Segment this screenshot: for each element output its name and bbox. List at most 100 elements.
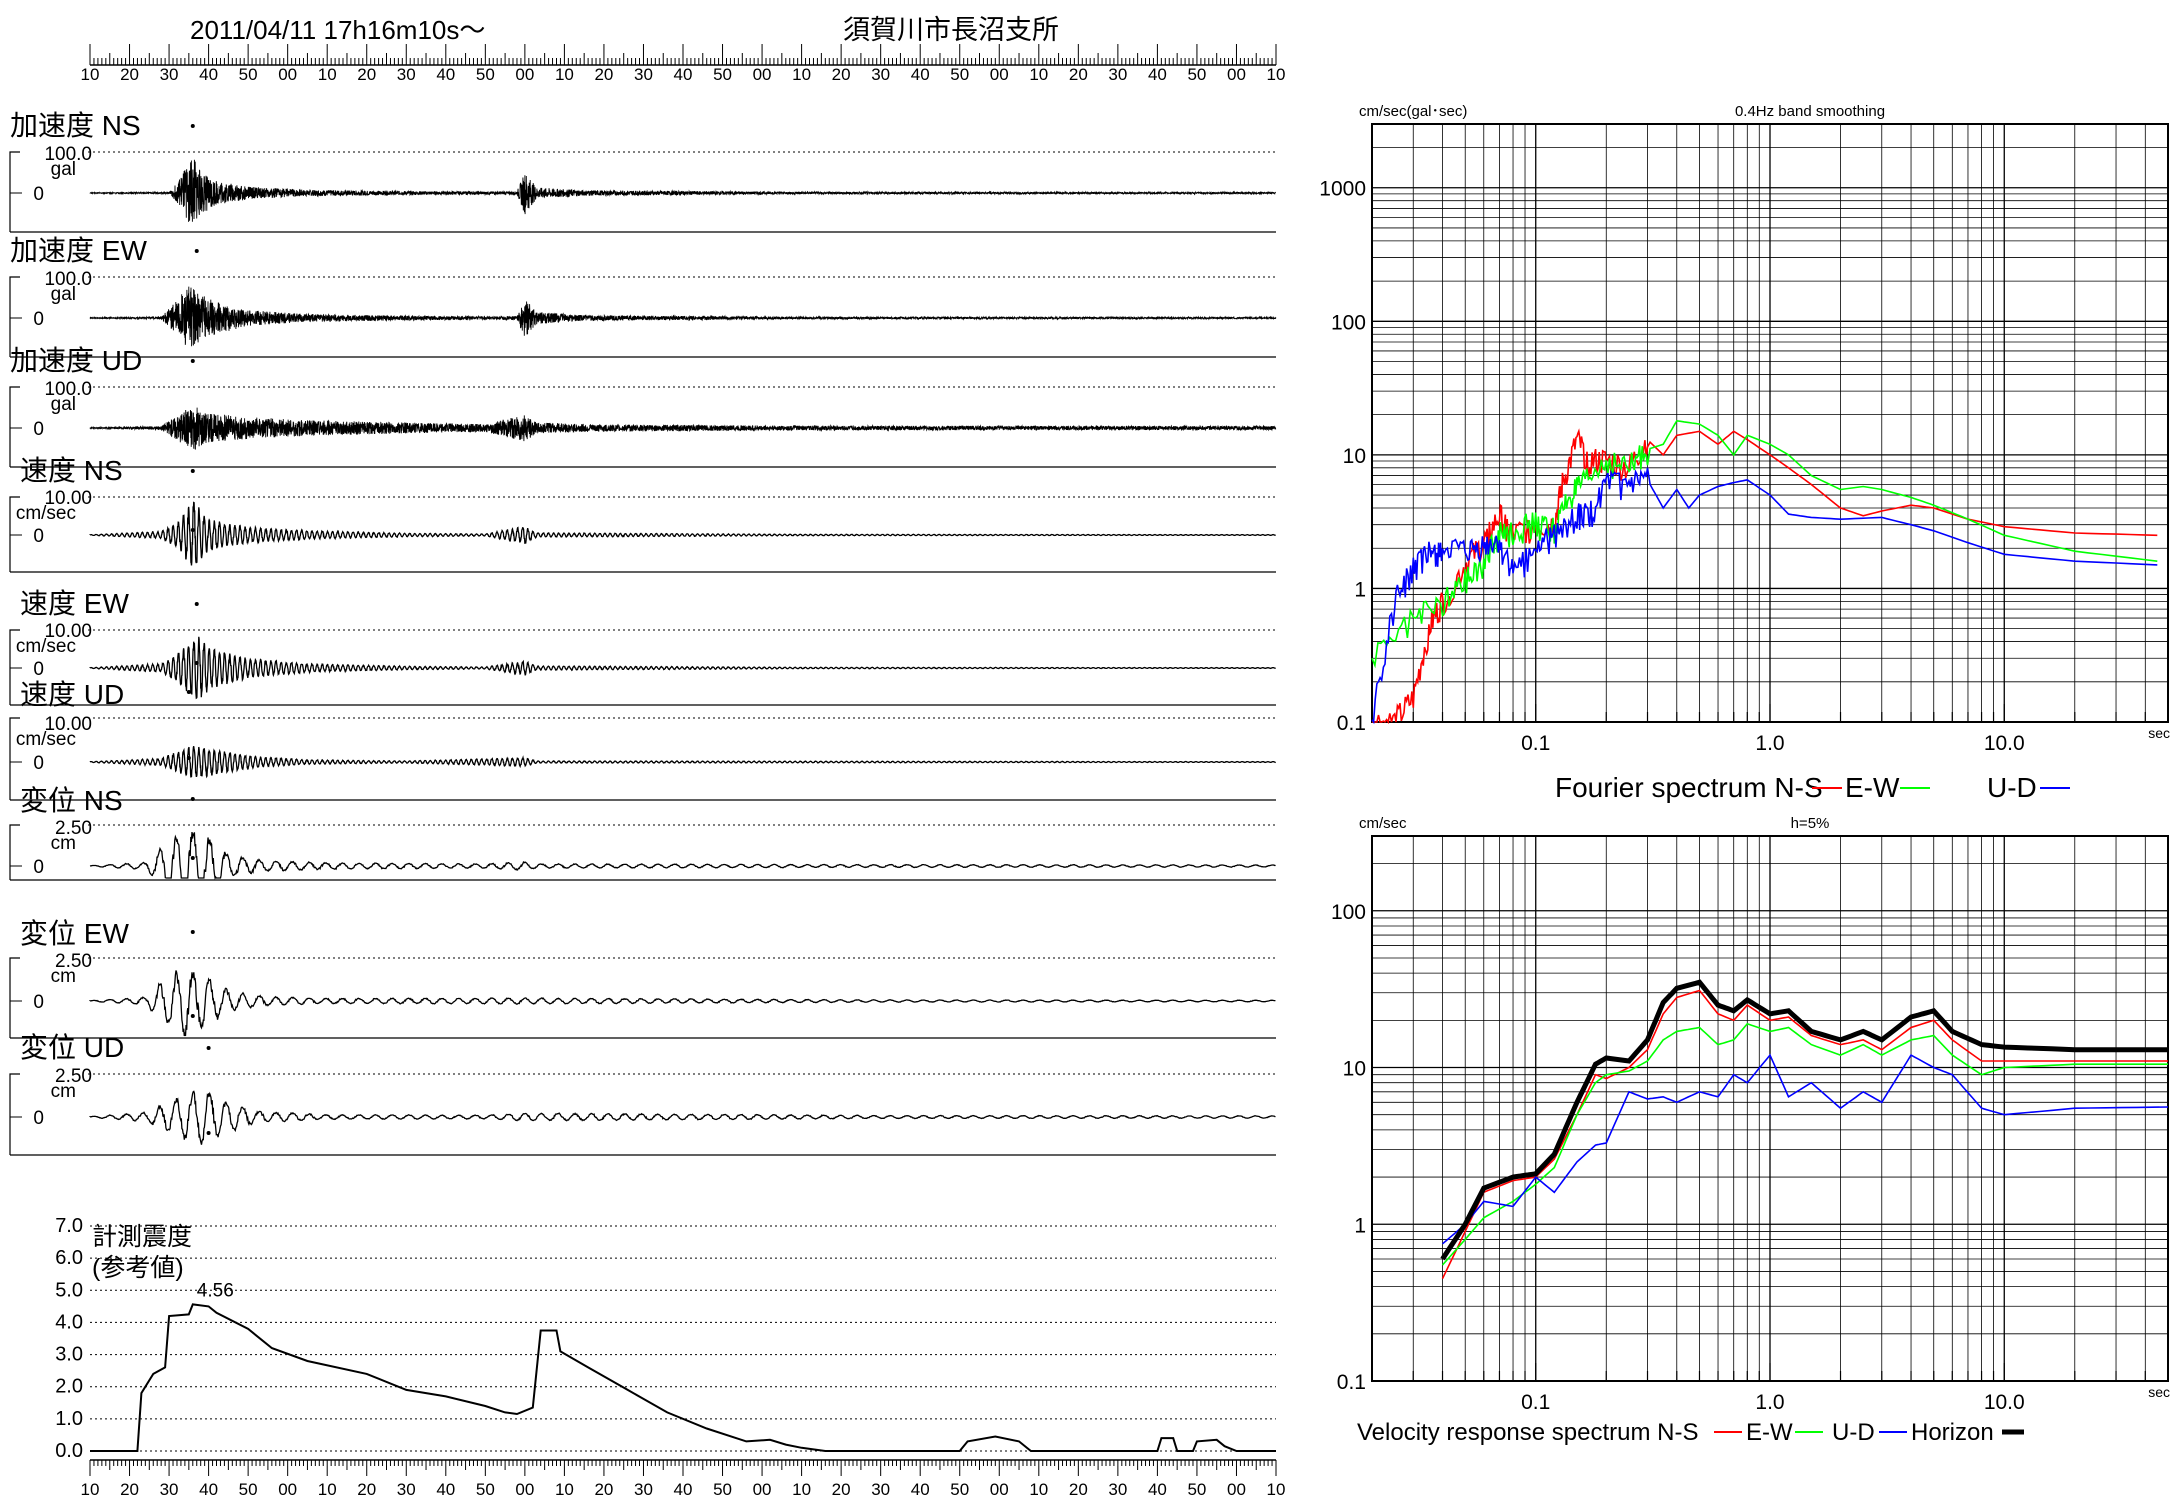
bottom-axis-tick-label: 00: [990, 1480, 1009, 1499]
top-axis-tick-label: 00: [1227, 65, 1246, 84]
trace-peak-marker: [190, 359, 195, 363]
trace-peak-marker: [190, 188, 195, 192]
trace-zero-label: 0: [33, 992, 44, 1013]
top-axis-tick-label: 30: [160, 65, 179, 84]
bottom-axis-tick-label: 40: [911, 1480, 930, 1499]
fourier-legend-ew: E-W: [1845, 772, 1900, 803]
spectrum-xtick-label: 10.0: [1984, 1391, 2025, 1414]
bottom-axis-tick-label: 10: [1029, 1480, 1048, 1499]
trace-waveform: [89, 831, 1276, 880]
intensity-tick-label: 5.0: [55, 1279, 83, 1301]
series-line-e-w: [1371, 419, 2158, 669]
trace-peak-marker: [206, 1046, 211, 1050]
trace-zero-label: 0: [33, 309, 44, 330]
top-axis-tick-label: 00: [753, 65, 772, 84]
trace-waveform: [89, 407, 1277, 450]
top-axis-tick-label: 30: [1108, 65, 1127, 84]
intensity-tick-label: 1.0: [55, 1408, 83, 1430]
spectrum-xtick-label: 0.1: [1521, 1391, 1550, 1414]
response-legend-ud: U-D: [1832, 1419, 1875, 1446]
spectrum-x-unit: sec: [2148, 1384, 2170, 1400]
top-axis-tick-label: 10: [1267, 65, 1286, 84]
bottom-axis-tick-label: 10: [318, 1480, 337, 1499]
top-axis-tick-label: 40: [911, 65, 930, 84]
trace-bracket: [9, 386, 20, 467]
trace-bracket: [9, 151, 20, 232]
top-axis-tick-label: 40: [1148, 65, 1167, 84]
bottom-axis-tick-label: 00: [1227, 1480, 1246, 1499]
trace-unit-label: cm/sec: [16, 636, 76, 657]
top-axis-tick-label: 30: [871, 65, 890, 84]
top-axis-tick-label: 20: [832, 65, 851, 84]
intensity-tick-label: 7.0: [55, 1215, 83, 1237]
trace-zero-label: 0: [33, 1108, 44, 1129]
trace-title: 速度 UD: [20, 679, 124, 710]
spectrum-ytick-label: 1000: [1319, 178, 1366, 201]
bottom-axis-tick-label: 50: [713, 1480, 732, 1499]
top-axis-tick-label: 20: [357, 65, 376, 84]
trace-scale-label: 2.50: [55, 818, 92, 839]
series-line-e-w: [1441, 1022, 2168, 1266]
trace-waveform: [89, 746, 1276, 779]
trace-scale-label: 100.0: [44, 379, 92, 400]
bottom-axis-tick-label: 20: [832, 1480, 851, 1499]
trace-bracket: [9, 717, 20, 800]
fourier-legend: Fourier spectrum N-S E-W U-D: [1555, 772, 2070, 803]
bottom-axis-tick-label: 10: [1267, 1480, 1286, 1499]
intensity-title: 計測震度: [92, 1223, 192, 1251]
intensity-tick-label: 6.0: [55, 1247, 83, 1269]
response-legend: Velocity response spectrum N-S E-W U-D Hori…: [1357, 1419, 2024, 1446]
bottom-axis-tick-label: 40: [199, 1480, 218, 1499]
intensity-tick-label: 3.0: [55, 1344, 83, 1366]
response-legend-ew: E-W: [1746, 1419, 1793, 1446]
bottom-axis-tick-label: 50: [239, 1480, 258, 1499]
trace-title: 加速度 EW: [10, 235, 147, 266]
top-axis-tick-label: 20: [120, 65, 139, 84]
bottom-axis-tick-label: 30: [634, 1480, 653, 1499]
bottom-axis-tick-label: 00: [515, 1480, 534, 1499]
spectrum-unit-label: cm/sec: [1359, 815, 1407, 832]
series-line-u-d: [1371, 467, 2158, 725]
trace-scale-label: 100.0: [44, 269, 92, 290]
spectrum-frame: [1371, 123, 2169, 723]
trace-scale-label: 2.50: [55, 1066, 92, 1087]
bottom-axis-tick-label: 30: [1108, 1480, 1127, 1499]
trace-peak-marker: [194, 602, 199, 606]
bottom-axis-tick-label: 20: [1069, 1480, 1088, 1499]
spectrum-unit-label: cm/sec(gal･sec): [1359, 103, 1467, 120]
trace-title: 変位 UD: [20, 1032, 124, 1063]
bottom-axis-tick-label: 30: [160, 1480, 179, 1499]
intensity-subtitle: (参考値): [92, 1254, 184, 1282]
trace-scale-label: 10.00: [44, 488, 92, 509]
trace-waveform: [89, 970, 1276, 1037]
intensity-peak-label: 4.56: [197, 1280, 234, 1301]
top-axis-tick-label: 40: [674, 65, 693, 84]
top-axis-tick-label: 30: [634, 65, 653, 84]
trace-unit-label: gal: [51, 394, 76, 415]
spectrum-xtick-label: 1.0: [1755, 732, 1784, 755]
top-axis-tick-label: 30: [397, 65, 416, 84]
trace-title: 変位 NS: [20, 785, 123, 816]
bottom-axis-tick-label: 00: [753, 1480, 772, 1499]
intensity-tick-label: 4.0: [55, 1311, 83, 1333]
trace-peak-marker: [186, 690, 191, 694]
trace-peak-marker: [190, 469, 195, 473]
trace-peak-marker: [190, 423, 195, 427]
spectrum-note: h=5%: [1791, 815, 1830, 832]
trace-unit-label: cm/sec: [16, 729, 76, 750]
spectrum-note: 0.4Hz band smoothing: [1735, 103, 1885, 120]
trace-scale-label: 2.50: [55, 951, 92, 972]
trace-bracket: [9, 957, 20, 1038]
series-line-horizon: [1440, 979, 2168, 1261]
trace-title: 変位 EW: [20, 918, 129, 949]
top-axis-tick-label: 50: [950, 65, 969, 84]
trace-zero-label: 0: [33, 526, 44, 547]
response-legend-horizon: Horizon: [1911, 1419, 1994, 1446]
trace-zero-label: 0: [33, 419, 44, 440]
top-time-axis: 10 20 30 40 50 00 10 20 30 40 50 00 10 20 30 40 50 00 10 20…: [81, 44, 1286, 84]
intensity-tick-label: 2.0: [55, 1376, 83, 1398]
trace-scale-label: 100.0: [44, 144, 92, 165]
